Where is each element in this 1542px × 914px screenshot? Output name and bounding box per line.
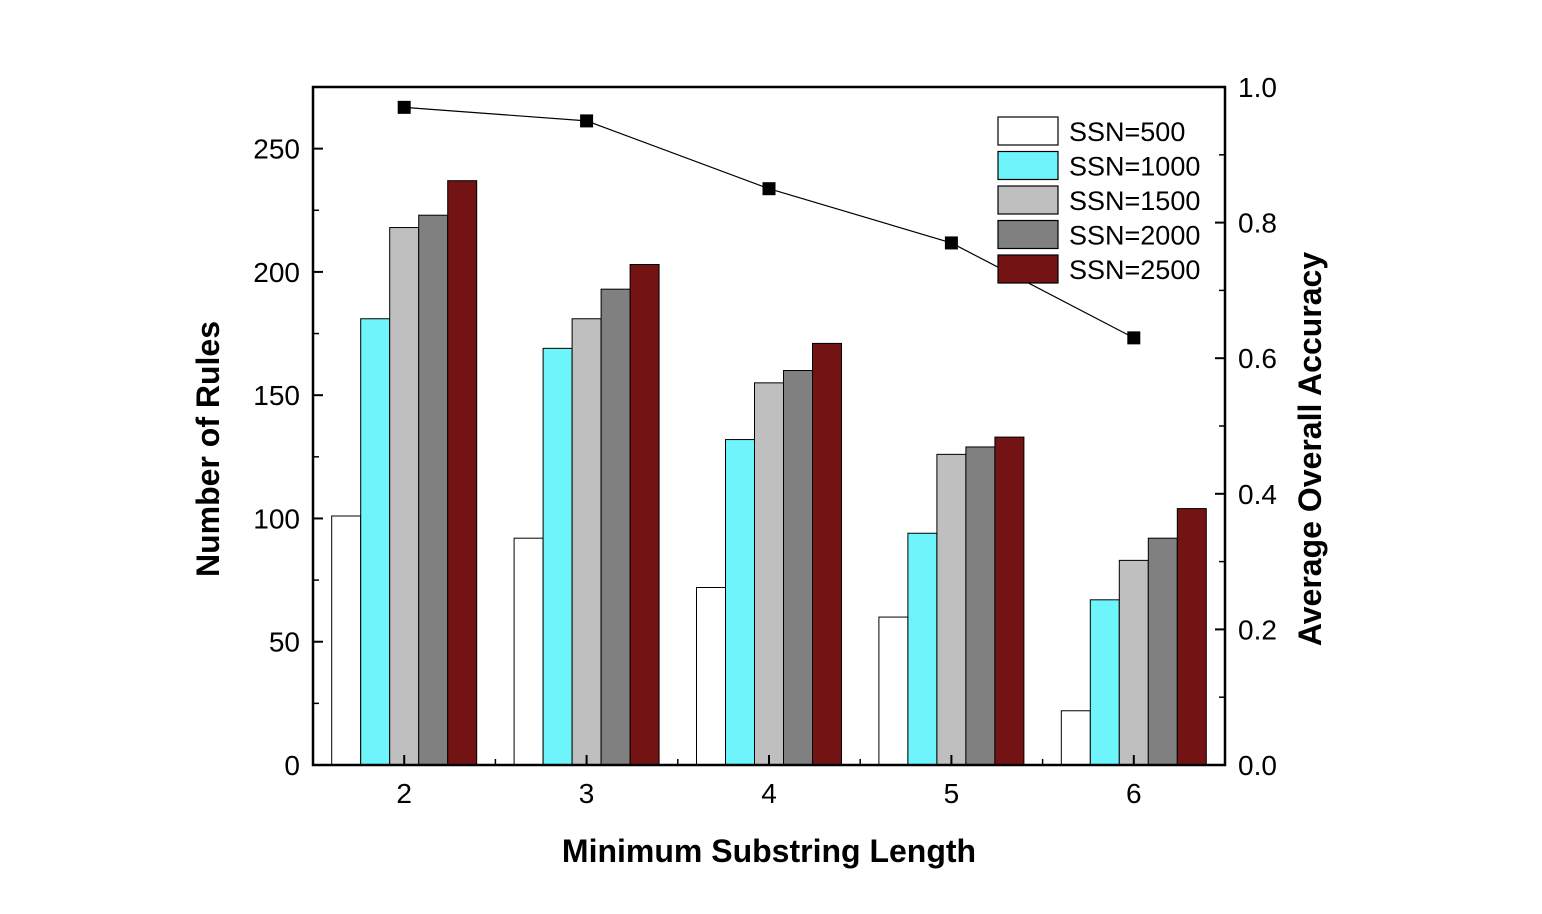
x-tick-label: 3 xyxy=(579,778,595,809)
bar-ssn-1500-4 xyxy=(754,382,784,766)
legend-label: SSN=1500 xyxy=(1069,186,1200,216)
bar-ssn-500-4 xyxy=(696,586,726,766)
accuracy-point-4 xyxy=(762,182,776,196)
bar-ssn-2500-5 xyxy=(994,436,1025,766)
bar-ssn-1500-6 xyxy=(1118,559,1149,766)
y2-axis-title: Average Overall Accuracy xyxy=(1292,252,1328,647)
bar-ssn-1000-5 xyxy=(907,532,938,766)
y-tick-label: 200 xyxy=(253,257,300,288)
y2-tick-label: 0.8 xyxy=(1238,208,1277,239)
y2-tick-label: 0.6 xyxy=(1238,343,1277,374)
axes-layer: 0 50 100 150 200 250 0.0 0.2 0.4 0.6 0.8 1.0 2 3 4 5 6 xyxy=(253,72,1277,809)
bar-ssn-1000-4 xyxy=(725,439,755,766)
bar-ssn-2500-6 xyxy=(1176,508,1207,766)
y-tick-label: 50 xyxy=(269,627,300,658)
bar-ssn-500-5 xyxy=(878,616,909,766)
y2-tick-label: 0.2 xyxy=(1238,614,1277,645)
y2-tick-label: 0.4 xyxy=(1238,479,1277,510)
bar-ssn-500-3 xyxy=(513,537,544,766)
bar-ssn-2500-4 xyxy=(812,342,842,766)
bar-ssn-1000-3 xyxy=(542,347,573,766)
bar-ssn-2000-4 xyxy=(783,370,813,766)
legend-label: SSN=1000 xyxy=(1069,152,1200,182)
bar-ssn-2000-6 xyxy=(1147,537,1178,766)
bar-ssn-2500-3 xyxy=(629,264,660,766)
y-tick-label: 150 xyxy=(253,380,300,411)
x-tick-label: 5 xyxy=(944,778,960,809)
bar-ssn-500-6 xyxy=(1060,710,1091,766)
accuracy-point-2 xyxy=(397,100,411,114)
legend-label: SSN=500 xyxy=(1069,117,1185,147)
bar-ssn-500-2 xyxy=(331,515,362,766)
x-tick-label: 2 xyxy=(396,778,412,809)
legend-swatch-ssn-2000 xyxy=(997,219,1059,250)
bar-ssn-1500-2 xyxy=(389,227,420,766)
legend-swatch-ssn-1000 xyxy=(997,150,1059,181)
y-tick-label: 100 xyxy=(253,503,300,534)
accuracy-point-3 xyxy=(580,114,594,128)
legend-swatch-ssn-2500 xyxy=(997,254,1059,284)
accuracy-point-6 xyxy=(1127,331,1141,345)
bar-ssn-2000-2 xyxy=(418,214,449,766)
legend-label: SSN=2000 xyxy=(1069,221,1200,251)
bar-ssn-2500-2 xyxy=(447,180,478,766)
bar-ssn-1000-6 xyxy=(1089,599,1120,766)
bar-ssn-1500-5 xyxy=(936,453,967,766)
legend-label: SSN=2500 xyxy=(1069,255,1200,285)
x-tick-label: 6 xyxy=(1126,778,1142,809)
bar-ssn-2000-5 xyxy=(965,446,996,766)
y2-tick-label: 0.0 xyxy=(1238,750,1277,781)
y-axis-title: Number of Rules xyxy=(190,321,226,577)
bar-ssn-1500-3 xyxy=(571,318,602,766)
x-tick-label: 4 xyxy=(761,778,777,809)
y-tick-label: 0 xyxy=(284,750,300,781)
x-axis-title: Minimum Substring Length xyxy=(562,833,976,869)
legend-swatch-ssn-500 xyxy=(997,116,1059,146)
bar-ssn-1000-2 xyxy=(360,318,391,766)
y-tick-label: 250 xyxy=(253,134,300,165)
bars-layer xyxy=(331,180,1207,766)
bar-ssn-2000-3 xyxy=(600,288,631,766)
legend: SSN=500 SSN=1000 SSN=1500 SSN=2000 SSN=2500 xyxy=(997,116,1200,285)
y2-tick-label: 1.0 xyxy=(1238,72,1277,103)
legend-swatch-ssn-1500 xyxy=(997,185,1059,215)
accuracy-point-5 xyxy=(944,236,958,250)
